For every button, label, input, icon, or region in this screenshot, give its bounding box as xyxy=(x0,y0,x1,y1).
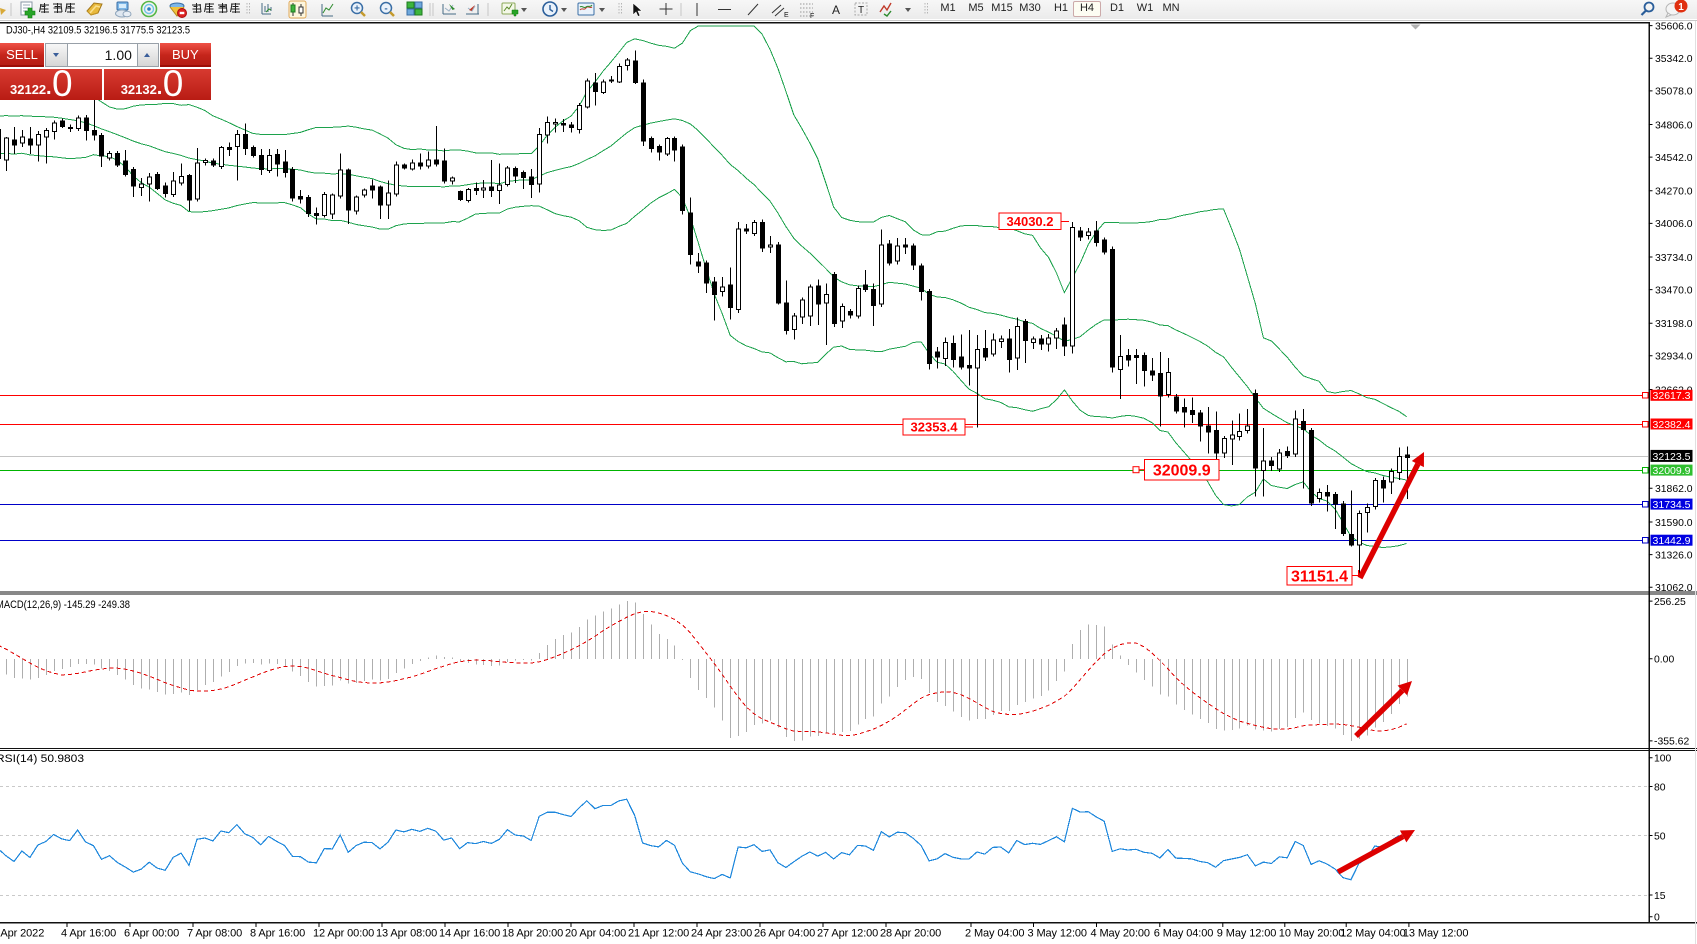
svg-text:35078.0: 35078.0 xyxy=(1655,87,1693,98)
svg-text:34542.0: 34542.0 xyxy=(1655,153,1693,164)
svg-text:3 May 12:00: 3 May 12:00 xyxy=(1028,928,1087,940)
svg-text:24 Apr 23:00: 24 Apr 23:00 xyxy=(691,928,752,940)
svg-text:31862.0: 31862.0 xyxy=(1655,484,1693,495)
svg-text:T: T xyxy=(858,5,864,16)
svg-text:34270.0: 34270.0 xyxy=(1655,187,1693,198)
svg-text:4 May 20:00: 4 May 20:00 xyxy=(1091,928,1150,940)
svg-text:1 Apr 2022: 1 Apr 2022 xyxy=(0,928,44,940)
svg-text:12 Apr 00:00: 12 Apr 00:00 xyxy=(313,928,374,940)
svg-text:0.00: 0.00 xyxy=(1654,655,1674,666)
svg-text:20 Apr 04:00: 20 Apr 04:00 xyxy=(565,928,626,940)
svg-text:4 Apr 16:00: 4 Apr 16:00 xyxy=(61,928,116,940)
svg-text:6 May 04:00: 6 May 04:00 xyxy=(1154,928,1213,940)
svg-text:31734.5: 31734.5 xyxy=(1653,499,1691,511)
svg-text:-355.62: -355.62 xyxy=(1654,737,1689,748)
svg-text:34806.0: 34806.0 xyxy=(1655,120,1693,131)
svg-text:33734.0: 33734.0 xyxy=(1655,253,1693,264)
svg-text:RSI(14) 50.9803: RSI(14) 50.9803 xyxy=(0,753,84,765)
svg-text:100: 100 xyxy=(1654,754,1672,765)
svg-text:DJ30-,H4 32109.5 32196.5 3177: DJ30-,H4 32109.5 32196.5 31775.5 32123.5 xyxy=(6,25,190,37)
svg-text:0: 0 xyxy=(1654,913,1660,924)
svg-text:MACD(12,26,9) -145.29 -249.38: MACD(12,26,9) -145.29 -249.38 xyxy=(0,599,130,611)
svg-text:6 Apr 00:00: 6 Apr 00:00 xyxy=(124,928,179,940)
svg-text:26 Apr 04:00: 26 Apr 04:00 xyxy=(754,928,815,940)
svg-text:28 Apr 20:00: 28 Apr 20:00 xyxy=(880,928,941,940)
svg-text:1: 1 xyxy=(1678,2,1684,13)
svg-text:32123.5: 32123.5 xyxy=(1653,451,1691,463)
svg-text:33198.0: 33198.0 xyxy=(1655,319,1693,330)
svg-text:33470.0: 33470.0 xyxy=(1655,285,1693,296)
svg-text:34006.0: 34006.0 xyxy=(1655,219,1693,230)
svg-text:E: E xyxy=(784,12,789,19)
svg-text:27 Apr 12:00: 27 Apr 12:00 xyxy=(817,928,878,940)
svg-text:31442.9: 31442.9 xyxy=(1653,535,1691,547)
svg-text:80: 80 xyxy=(1654,782,1666,793)
svg-text:32009.9: 32009.9 xyxy=(1653,465,1691,477)
svg-text:32382.4: 32382.4 xyxy=(1653,419,1691,431)
svg-text:13 Apr 08:00: 13 Apr 08:00 xyxy=(376,928,437,940)
svg-text:13 May 12:00: 13 May 12:00 xyxy=(1403,928,1468,940)
svg-text:32617.3: 32617.3 xyxy=(1653,390,1691,402)
svg-text:2 May 04:00: 2 May 04:00 xyxy=(965,928,1024,940)
svg-text:31151.4: 31151.4 xyxy=(1291,569,1348,586)
svg-text:10 May 20:00: 10 May 20:00 xyxy=(1279,928,1344,940)
svg-text:32934.0: 32934.0 xyxy=(1655,352,1693,363)
svg-text:F: F xyxy=(810,13,814,20)
svg-text:7 Apr 08:00: 7 Apr 08:00 xyxy=(187,928,242,940)
svg-text:32009.9: 32009.9 xyxy=(1153,463,1211,480)
svg-text:12 May 04:00: 12 May 04:00 xyxy=(1340,928,1405,940)
svg-text:35606.0: 35606.0 xyxy=(1655,21,1693,32)
svg-text:15: 15 xyxy=(1654,891,1666,902)
svg-text:9 May 12:00: 9 May 12:00 xyxy=(1217,928,1276,940)
svg-text:50: 50 xyxy=(1654,831,1666,842)
svg-text:18 Apr 20:00: 18 Apr 20:00 xyxy=(502,928,563,940)
svg-text:31590.0: 31590.0 xyxy=(1655,518,1693,529)
svg-text:+: + xyxy=(354,4,360,15)
svg-text:8 Apr 16:00: 8 Apr 16:00 xyxy=(250,928,305,940)
svg-text:32353.4: 32353.4 xyxy=(911,420,959,435)
svg-text:14 Apr 16:00: 14 Apr 16:00 xyxy=(439,928,500,940)
svg-text:31062.0: 31062.0 xyxy=(1655,583,1693,594)
svg-text:21 Apr 12:00: 21 Apr 12:00 xyxy=(628,928,689,940)
svg-text:256.25: 256.25 xyxy=(1654,597,1686,608)
svg-text:A: A xyxy=(832,3,840,17)
svg-text:35342.0: 35342.0 xyxy=(1655,54,1693,65)
svg-text:-: - xyxy=(384,4,387,15)
svg-text:31326.0: 31326.0 xyxy=(1655,550,1693,561)
svg-text:34030.2: 34030.2 xyxy=(1007,214,1054,229)
